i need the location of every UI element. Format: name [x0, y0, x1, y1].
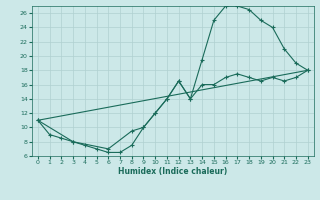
X-axis label: Humidex (Indice chaleur): Humidex (Indice chaleur)	[118, 167, 228, 176]
